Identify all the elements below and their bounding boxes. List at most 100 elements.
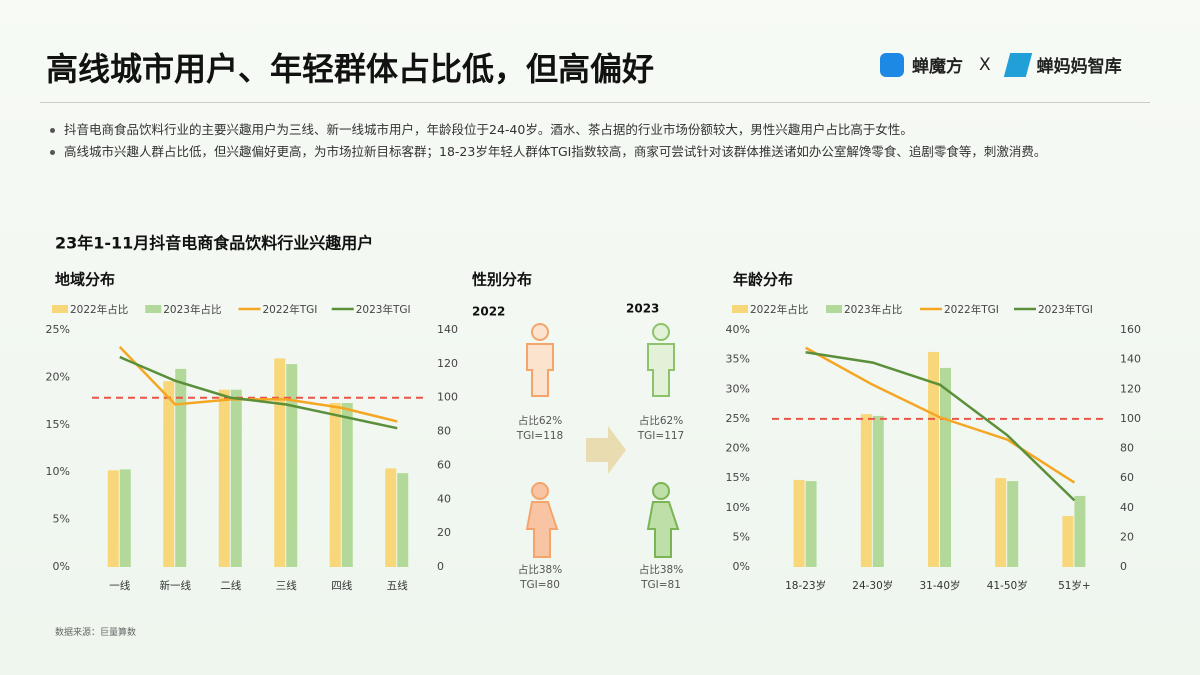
logo: 蝉魔方 X 蝉妈妈智库	[880, 52, 1122, 77]
x-tick-label: 41-50岁	[987, 579, 1028, 592]
tgi: TGI=80	[519, 579, 560, 591]
y2-tick-label: 20	[437, 526, 451, 539]
y-tick-label: 25%	[726, 412, 750, 425]
bar	[872, 415, 884, 567]
bar	[1007, 481, 1019, 567]
y-tick-label: 15%	[726, 471, 750, 484]
y-tick-label: 5%	[53, 513, 70, 526]
legend-swatch	[145, 305, 162, 313]
line	[118, 346, 398, 423]
y2-tick-label: 40	[1120, 501, 1134, 514]
gender-title: 性别分布	[472, 271, 532, 289]
y2-tick-label: 120	[1120, 382, 1141, 395]
share: 占比38%	[639, 563, 683, 576]
y-tick-label: 25%	[46, 323, 70, 336]
tgi: TGI=81	[640, 579, 681, 591]
chart-title: 年龄分布	[733, 271, 793, 289]
legend-label: 2022年占比	[750, 303, 808, 316]
bar	[163, 381, 175, 567]
share: 占比38%	[518, 563, 562, 576]
logo-right: 蝉妈妈智库	[1036, 57, 1122, 77]
legend-label: 2022年占比	[70, 303, 128, 316]
bar	[1074, 495, 1086, 567]
x-tick-label: 二线	[220, 579, 241, 592]
y2-tick-label: 60	[1120, 471, 1134, 484]
x-tick-label: 三线	[276, 579, 297, 592]
arrow	[586, 426, 626, 474]
y-tick-label: 20%	[46, 370, 70, 383]
y-tick-label: 40%	[726, 323, 750, 336]
bar	[860, 414, 872, 567]
bar	[329, 402, 341, 567]
y2-tick-label: 80	[437, 425, 451, 438]
bar	[385, 468, 397, 567]
y-tick-label: 0%	[733, 560, 750, 573]
bar	[274, 358, 286, 567]
source: 数据来源：巨量算数	[55, 628, 137, 638]
y2-tick-label: 60	[437, 458, 451, 471]
bar	[793, 479, 805, 567]
title: 高线城市用户、年轻群体占比低，但高偏好	[46, 50, 655, 88]
x-tick-label: 18-23岁	[785, 579, 826, 592]
y2-tick-label: 0	[437, 560, 444, 573]
line	[804, 346, 1076, 484]
y2-tick-label: 160	[1120, 323, 1141, 336]
line	[805, 350, 1076, 502]
y-tick-label: 35%	[726, 353, 750, 366]
y2-tick-label: 20	[1120, 530, 1134, 543]
bar	[397, 473, 409, 567]
bar	[230, 389, 242, 567]
x-tick-label: 51岁+	[1058, 579, 1091, 592]
chart-title: 地域分布	[55, 271, 115, 289]
x-tick-label: 24-30岁	[852, 579, 893, 592]
y-tick-label: 5%	[733, 530, 750, 543]
y-tick-label: 20%	[726, 442, 750, 455]
x-tick-label: 新一线	[160, 579, 192, 592]
x-tick-label: 一线	[109, 579, 130, 592]
x-tick-label: 31-40岁	[919, 579, 960, 592]
y2-tick-label: 140	[437, 323, 458, 336]
bar	[805, 481, 817, 567]
y2-tick-label: 100	[1120, 412, 1141, 425]
male-icon	[526, 323, 554, 397]
bar	[1062, 516, 1074, 567]
y2-tick-label: 100	[437, 391, 458, 404]
logo-sep: X	[979, 54, 991, 75]
logo-left: 蝉魔方	[912, 57, 963, 77]
y2-tick-label: 0	[1120, 560, 1127, 573]
y-tick-label: 30%	[726, 382, 750, 395]
line	[119, 355, 398, 430]
divider	[40, 102, 1150, 103]
y2-tick-label: 80	[1120, 442, 1134, 455]
y-tick-label: 15%	[46, 418, 70, 431]
x-tick-label: 五线	[387, 579, 408, 592]
bar	[286, 364, 298, 567]
legend-swatch	[732, 305, 748, 313]
bar	[341, 402, 353, 567]
y-tick-label: 10%	[46, 465, 70, 478]
tgi: TGI=118	[516, 430, 564, 442]
y2-tick-label: 140	[1120, 353, 1141, 366]
year-label: 2023	[626, 302, 659, 316]
year-label: 2022	[472, 305, 505, 319]
x-tick-label: 四线	[331, 579, 352, 592]
bar	[175, 368, 187, 567]
bar	[940, 367, 951, 567]
legend-label: 2023年TGI	[356, 303, 411, 316]
y2-tick-label: 40	[437, 492, 451, 505]
female-icon	[525, 482, 559, 558]
legend-label: 2023年占比	[844, 303, 902, 316]
female-icon	[646, 482, 680, 558]
legend-label: 2023年TGI	[1038, 303, 1093, 316]
bullet: 高线城市兴趣人群占比低，但兴趣偏好更高，为市场拉新目标客群；18-23岁年轻人群…	[48, 141, 1144, 163]
legend-swatch	[52, 305, 68, 313]
bar	[119, 469, 131, 567]
legend-label: 2022年TGI	[263, 303, 318, 316]
y2-tick-label: 120	[437, 357, 458, 370]
y-tick-label: 10%	[726, 501, 750, 514]
bar	[218, 389, 230, 567]
male-icon	[647, 323, 675, 397]
y-tick-label: 0%	[53, 560, 70, 573]
